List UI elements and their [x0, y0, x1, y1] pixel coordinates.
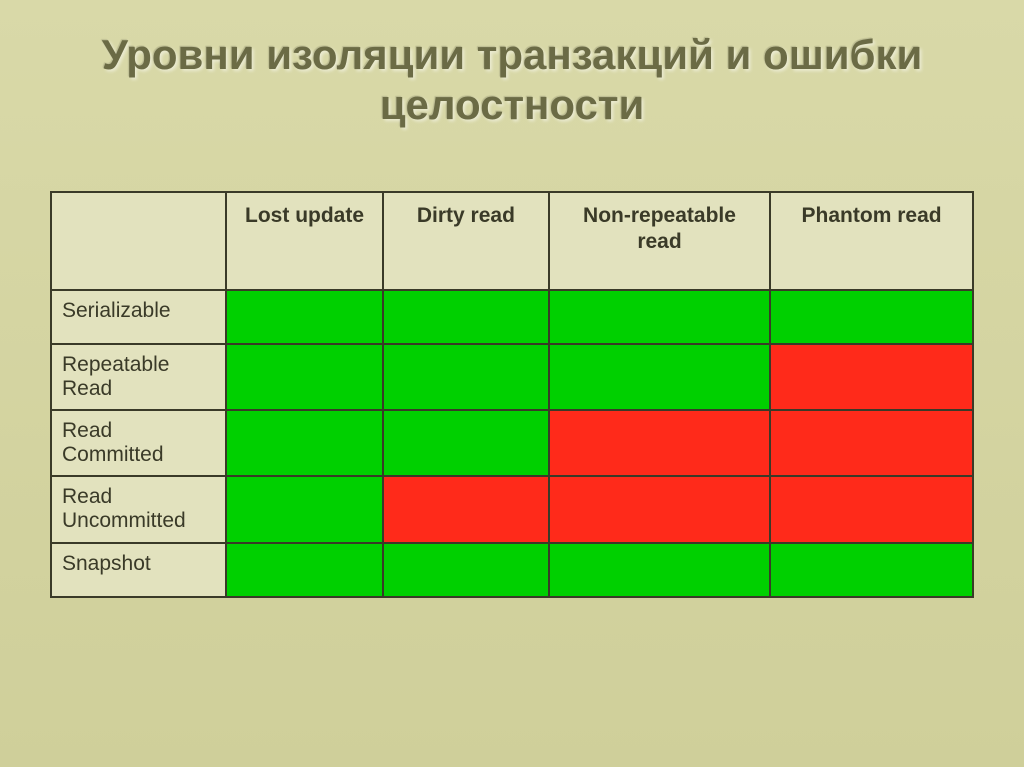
cell — [549, 543, 770, 597]
table-row: Repeatable Read — [51, 344, 973, 410]
table-row: Serializable — [51, 290, 973, 344]
cell — [770, 476, 973, 542]
cell — [770, 543, 973, 597]
cell — [549, 290, 770, 344]
slide-container: Уровни изоляции транзакций и ошибки цело… — [0, 0, 1024, 767]
cell — [226, 410, 383, 476]
isolation-table: Lost update Dirty read Non-repeatable re… — [50, 191, 974, 598]
cell — [770, 290, 973, 344]
cell — [549, 410, 770, 476]
table-header-row: Lost update Dirty read Non-repeatable re… — [51, 192, 973, 290]
table-row: Snapshot — [51, 543, 973, 597]
col-header: Phantom read — [770, 192, 973, 290]
cell — [549, 476, 770, 542]
cell — [770, 344, 973, 410]
table-row: Read Uncommitted — [51, 476, 973, 542]
table-body: Serializable Repeatable Read Read Commit… — [51, 290, 973, 597]
cell — [226, 476, 383, 542]
table-corner-cell — [51, 192, 226, 290]
cell — [383, 344, 549, 410]
cell — [383, 476, 549, 542]
row-label: Read Uncommitted — [51, 476, 226, 542]
cell — [226, 543, 383, 597]
cell — [226, 344, 383, 410]
cell — [549, 344, 770, 410]
slide-title: Уровни изоляции транзакций и ошибки цело… — [50, 30, 974, 131]
row-label: Snapshot — [51, 543, 226, 597]
row-label: Serializable — [51, 290, 226, 344]
cell — [226, 290, 383, 344]
table-row: Read Committed — [51, 410, 973, 476]
row-label: Read Committed — [51, 410, 226, 476]
col-header: Lost update — [226, 192, 383, 290]
row-label: Repeatable Read — [51, 344, 226, 410]
cell — [383, 543, 549, 597]
cell — [383, 290, 549, 344]
cell — [383, 410, 549, 476]
cell — [770, 410, 973, 476]
col-header: Non-repeatable read — [549, 192, 770, 290]
col-header: Dirty read — [383, 192, 549, 290]
